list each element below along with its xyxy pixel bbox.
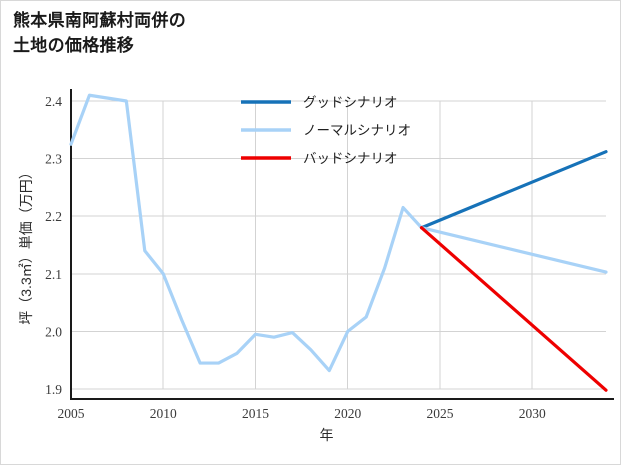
- data-series: [69, 93, 608, 392]
- series-line: [419, 226, 608, 392]
- x-tick-label: 2005: [58, 406, 85, 421]
- x-tick-label: 2025: [426, 406, 453, 421]
- y-tick-label: 2.4: [45, 94, 62, 109]
- x-tick-label: 2010: [150, 406, 177, 421]
- series-line: [419, 150, 608, 230]
- axis-titles: 年 坪（3.3㎡）単価（万円）: [18, 165, 334, 443]
- gridlines: [70, 100, 606, 390]
- page-title: 熊本県南阿蘇村両併の 土地の価格推移: [13, 11, 186, 55]
- legend-label: バッドシナリオ: [303, 151, 398, 166]
- legend-label: グッドシナリオ: [303, 95, 398, 110]
- legend-label: ノーマルシナリオ: [303, 123, 411, 138]
- y-tick-label: 2.3: [45, 152, 62, 167]
- y-tick-label: 2.1: [45, 267, 62, 282]
- x-axis-title: 年: [320, 427, 334, 443]
- y-tick-labels: 1.9 2.0 2.1 2.2 2.3 2.4: [45, 94, 62, 397]
- y-tick-label: 1.9: [45, 382, 62, 397]
- y-tick-label: 2.0: [45, 324, 62, 339]
- x-tick-label: 2020: [334, 406, 361, 421]
- y-tick-label: 2.2: [45, 209, 62, 224]
- x-tick-label: 2030: [519, 406, 546, 421]
- x-tick-label: 2015: [242, 406, 269, 421]
- y-axis-title: 坪（3.3㎡）単価（万円）: [18, 165, 34, 324]
- series-line: [69, 93, 608, 373]
- x-tick-labels: 2005 2010 2015 2020 2025 2030: [58, 406, 546, 421]
